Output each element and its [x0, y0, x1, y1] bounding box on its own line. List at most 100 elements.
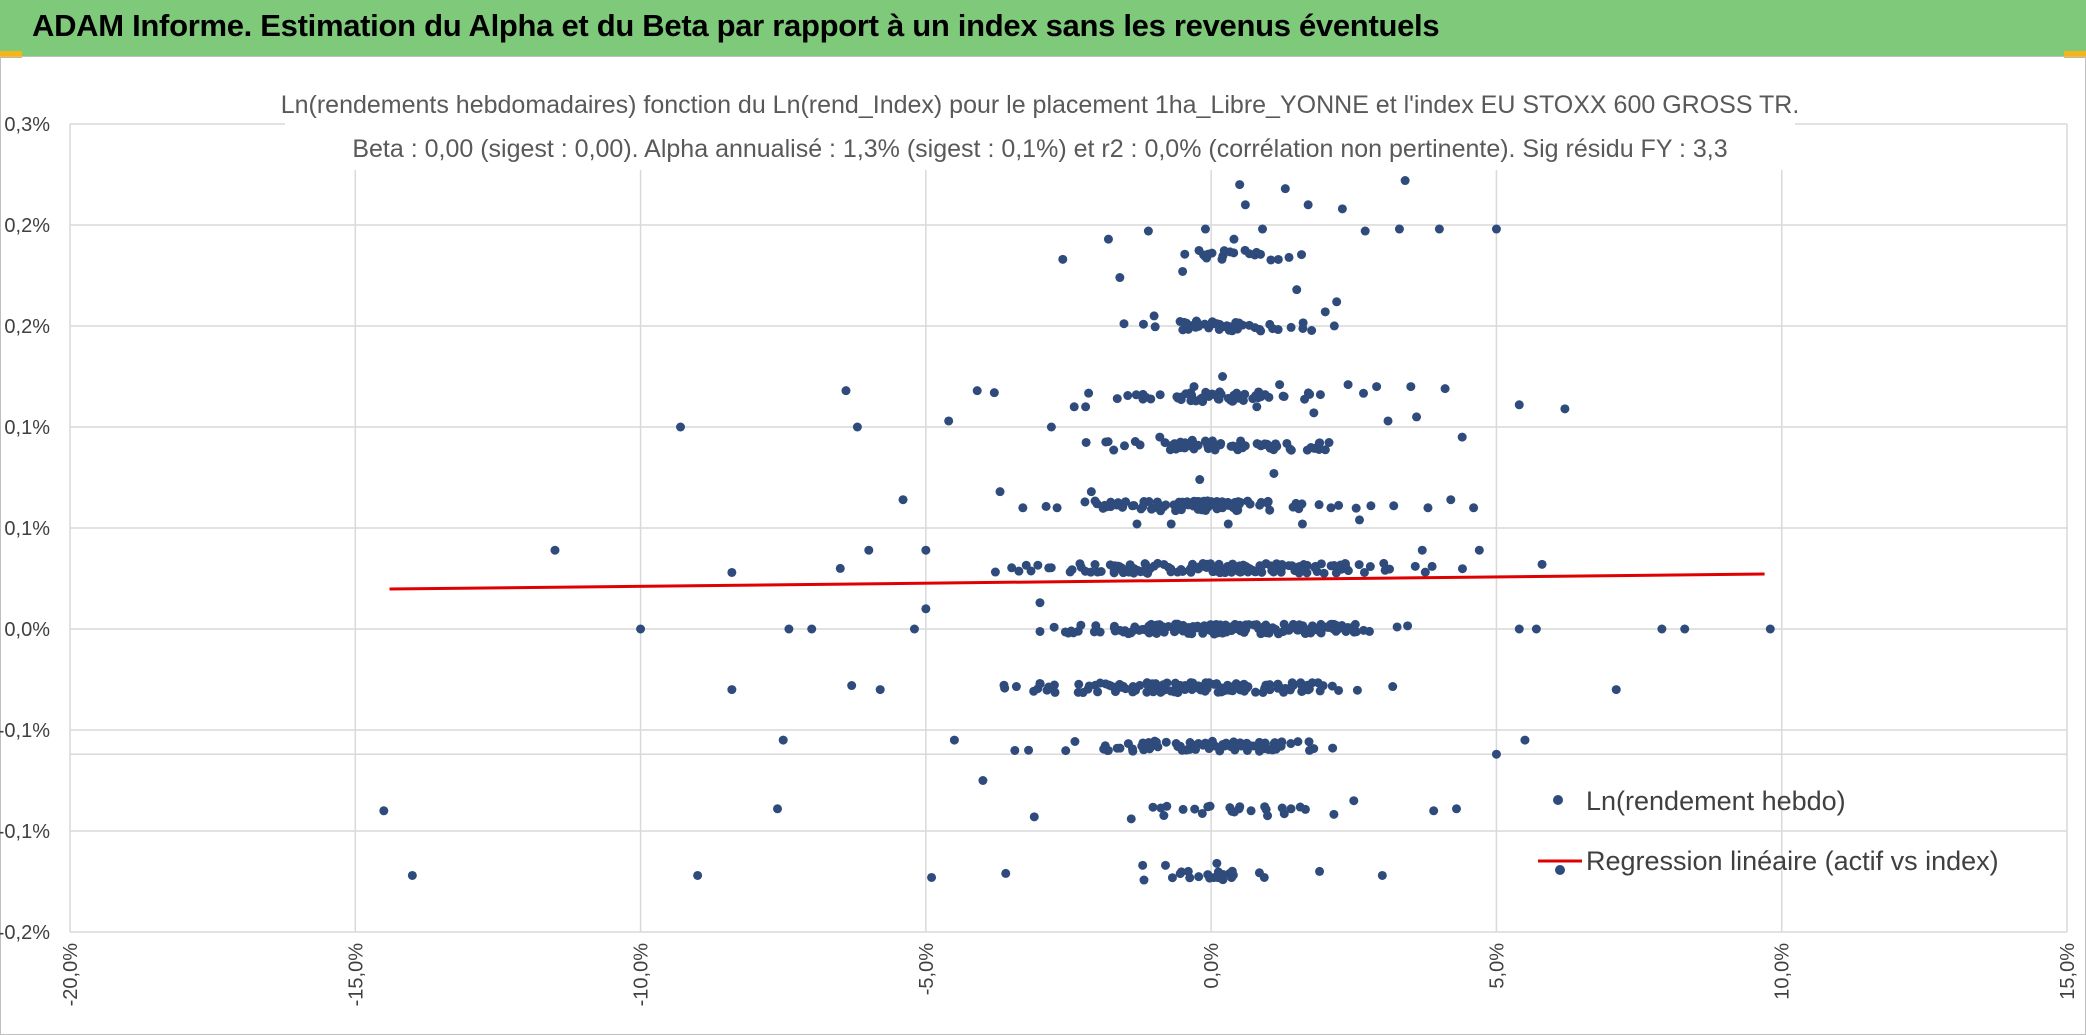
data-point: [1103, 437, 1113, 447]
data-point: [1112, 394, 1122, 404]
data-point: [1152, 497, 1162, 507]
data-point: [1119, 441, 1129, 451]
data-point: [1329, 809, 1339, 819]
data-point: [1491, 749, 1501, 759]
data-point: [1264, 441, 1274, 451]
data-point: [898, 495, 908, 505]
data-point: [1217, 874, 1227, 884]
data-point: [1232, 506, 1242, 516]
data-point: [972, 386, 982, 396]
x-tick-label: -20,0%: [60, 943, 82, 1007]
data-point: [1211, 442, 1221, 452]
data-point: [1162, 801, 1172, 811]
data-point: [995, 487, 1005, 497]
data-point: [1277, 803, 1287, 813]
data-point: [1315, 626, 1325, 636]
data-point: [1176, 565, 1186, 575]
data-point: [1150, 322, 1160, 332]
data-point: [1446, 495, 1456, 505]
data-point: [1292, 621, 1302, 631]
data-point: [1303, 200, 1313, 210]
data-point: [1061, 746, 1071, 756]
data-point: [1286, 739, 1296, 749]
data-point: [1219, 322, 1229, 332]
data-point: [1152, 627, 1162, 637]
data-point: [1052, 503, 1062, 513]
y-axis-labels: 0,3% 0,2% 0,2% 0,1% 0,1% 0,0% -0,1% -0,1% -0,2%: [0, 114, 50, 944]
data-point: [1514, 400, 1524, 410]
data-point: [1420, 567, 1430, 577]
data-point: [1227, 567, 1237, 577]
data-point: [1197, 808, 1207, 818]
data-point: [1144, 621, 1154, 631]
data-point: [1328, 743, 1338, 753]
data-point: [1193, 440, 1203, 450]
data-point: [1320, 445, 1330, 455]
data-point: [727, 685, 737, 695]
data-point: [1166, 564, 1176, 574]
data-point: [1297, 519, 1307, 529]
data-point: [1212, 679, 1222, 689]
data-point: [1193, 504, 1203, 514]
data-point: [1237, 683, 1247, 693]
data-point: [1129, 500, 1139, 510]
data-point: [1243, 567, 1253, 577]
data-point: [1284, 252, 1294, 262]
data-point: [1035, 598, 1045, 608]
data-point: [1074, 679, 1084, 689]
data-point: [1352, 685, 1362, 695]
data-point: [1128, 682, 1138, 692]
data-point: [1200, 224, 1210, 234]
y-tick-label: -0,1%: [0, 720, 50, 742]
data-point: [835, 563, 845, 573]
data-point: [1000, 683, 1010, 693]
data-point: [1359, 388, 1369, 398]
data-point: [921, 545, 931, 555]
data-point: [1090, 560, 1100, 570]
data-point: [1365, 562, 1375, 572]
data-point: [1177, 442, 1187, 452]
data-point: [1261, 804, 1271, 814]
data-point: [1135, 680, 1145, 690]
data-point: [1138, 502, 1148, 512]
data-point: [1195, 475, 1205, 485]
data-point: [1075, 559, 1085, 569]
data-point: [1218, 372, 1228, 381]
legend-label-points: Ln(rendement hebdo): [1586, 786, 1846, 816]
data-point: [1070, 736, 1080, 746]
data-point: [978, 776, 988, 785]
data-point: [989, 388, 999, 398]
data-point: [847, 681, 857, 691]
data-point: [1253, 566, 1263, 576]
data-point: [1406, 382, 1416, 392]
data-point: [1158, 680, 1168, 690]
data-point: [1181, 389, 1191, 399]
data-point: [909, 624, 919, 634]
data-point: [1109, 445, 1119, 455]
data-point: [1255, 500, 1265, 510]
data-point: [1194, 245, 1204, 255]
y-tick-label: 0,1%: [4, 417, 50, 439]
data-point: [1011, 682, 1021, 692]
data-point: [1300, 624, 1310, 634]
data-point: [1169, 500, 1179, 510]
data-point: [1657, 624, 1667, 634]
data-point: [1316, 619, 1326, 629]
data-point: [1560, 404, 1570, 414]
legend-label-line: Regression linéaire (actif vs index): [1586, 846, 1999, 876]
data-point: [1329, 561, 1339, 571]
data-point: [1326, 503, 1336, 513]
data-point: [1221, 738, 1231, 748]
y-tick-label: -0,2%: [0, 922, 50, 944]
data-point: [1213, 628, 1223, 638]
data-point: [1090, 496, 1100, 506]
data-point: [1298, 318, 1308, 328]
data-point: [1041, 501, 1051, 511]
data-point: [1176, 867, 1186, 877]
data-point: [1106, 502, 1116, 512]
data-point: [1267, 744, 1277, 754]
data-point: [1229, 807, 1239, 817]
data-point: [1275, 380, 1285, 390]
data-point: [1238, 395, 1248, 405]
data-point: [990, 567, 1000, 577]
